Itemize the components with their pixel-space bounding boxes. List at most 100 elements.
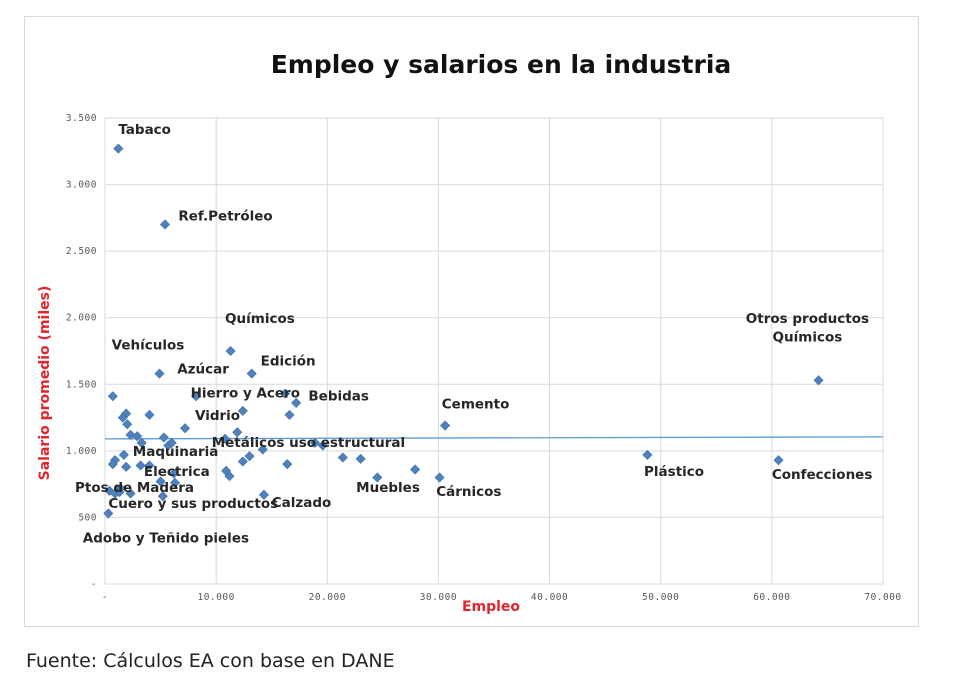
y-tick-label: 500	[78, 512, 97, 523]
data-point	[642, 449, 653, 460]
y-tick-label: 1.000	[66, 446, 97, 457]
x-tick-label: 10.000	[197, 592, 234, 603]
point-label: Vehículos	[112, 338, 185, 354]
data-point	[117, 412, 128, 423]
data-point	[144, 409, 155, 420]
data-point	[154, 368, 165, 379]
data-point	[179, 423, 191, 434]
data-point	[291, 397, 302, 408]
data-point	[225, 345, 236, 357]
data-point	[104, 485, 115, 496]
point-label: Cemento	[442, 396, 510, 412]
data-point	[125, 429, 136, 440]
x-tick-label: 20.000	[309, 592, 346, 603]
data-point	[220, 433, 231, 444]
y-tick-label: -	[91, 579, 97, 590]
data-point	[410, 464, 421, 475]
data-point	[317, 440, 328, 451]
point-label: Muebles	[356, 480, 420, 496]
data-point	[355, 453, 366, 464]
point-label: Vidrio	[195, 408, 240, 424]
data-point	[440, 420, 451, 431]
data-point	[246, 368, 257, 379]
data-point	[107, 391, 118, 402]
trendline	[104, 436, 884, 440]
point-label: Tabaco	[118, 122, 171, 138]
gridlines	[104, 117, 884, 585]
data-point	[280, 388, 291, 399]
data-points	[103, 143, 824, 519]
point-label: Adobo y Teñido pieles	[83, 531, 249, 547]
point-label: Ref.Petróleo	[178, 209, 272, 225]
data-point	[135, 460, 146, 471]
data-point	[813, 375, 824, 386]
data-point	[257, 444, 268, 455]
point-label: Plástico	[644, 464, 704, 480]
data-point	[114, 487, 125, 498]
chart-frame: Tabaco Ref.Petróleo Químicos Vehículos Edici…	[24, 16, 919, 627]
tick-labels: - 10.000 20.000 30.000 40.000 50.000 60.000 70.…	[66, 113, 901, 603]
x-tick-label: -	[102, 592, 108, 603]
point-label: Calzado	[272, 495, 332, 511]
point-labels: Tabaco Ref.Petróleo Químicos Vehículos Edici…	[75, 122, 872, 547]
data-point	[144, 460, 155, 471]
data-point	[113, 143, 124, 154]
trendline-layer	[104, 436, 884, 440]
data-point	[773, 455, 784, 466]
point-label: Cárnicos	[436, 484, 501, 500]
point-label: Electrica	[144, 464, 210, 480]
data-point	[155, 476, 166, 487]
data-point	[337, 452, 348, 463]
point-label: Maquinaria	[133, 444, 219, 460]
x-tick-label: 50.000	[642, 592, 679, 603]
point-label: Azúcar	[177, 362, 229, 378]
y-axis-title: Salario promedio (miles)	[37, 286, 53, 481]
data-point	[284, 409, 295, 420]
x-tick-label: 60.000	[753, 592, 790, 603]
point-label: Metálicos uso estructural	[212, 435, 405, 451]
data-point	[191, 391, 202, 402]
point-label: Químicos	[225, 311, 295, 327]
point-label: Otros productos	[746, 311, 869, 327]
data-point	[121, 461, 132, 472]
data-point	[166, 437, 177, 448]
data-point	[310, 437, 321, 448]
point-label: Hierro y Acero	[191, 386, 300, 402]
data-point	[157, 491, 168, 502]
data-point	[169, 477, 181, 488]
data-point	[118, 449, 129, 460]
data-point	[372, 472, 383, 483]
data-point	[224, 471, 235, 482]
data-point	[159, 219, 171, 230]
data-point	[434, 472, 445, 483]
y-tick-label: 3.500	[66, 113, 97, 124]
data-point	[103, 508, 114, 519]
data-point	[125, 488, 136, 499]
x-axis-title: Empleo	[462, 599, 520, 615]
x-tick-label: 70.000	[864, 592, 901, 603]
data-point	[232, 427, 243, 438]
data-point	[237, 405, 248, 416]
data-point	[237, 456, 248, 467]
data-point	[136, 437, 147, 448]
y-tick-label: 3.000	[66, 180, 97, 191]
data-point	[282, 459, 293, 470]
point-label: Edición	[261, 354, 316, 370]
point-label: Bebidas	[308, 388, 369, 404]
y-tick-label: 2.000	[66, 313, 97, 324]
point-label: Confecciones	[772, 467, 873, 483]
data-point	[168, 468, 179, 479]
point-label: Cuero y sus productos	[108, 496, 278, 512]
y-tick-label: 1.500	[66, 379, 97, 390]
x-tick-label: 30.000	[420, 592, 457, 603]
y-tick-label: 2.500	[66, 246, 97, 257]
data-point	[107, 459, 118, 470]
x-tick-label: 40.000	[531, 592, 568, 603]
chart-title: Empleo y salarios en la industria	[271, 50, 732, 79]
point-label: Ptos de Madera	[75, 480, 194, 496]
data-point	[132, 431, 143, 442]
source-note: Fuente: Cálculos EA con base en DANE	[26, 650, 395, 672]
scatter-chart: Tabaco Ref.Petróleo Químicos Vehículos Edici…	[37, 50, 901, 615]
data-point	[258, 489, 269, 500]
point-label: Químicos	[773, 330, 843, 346]
